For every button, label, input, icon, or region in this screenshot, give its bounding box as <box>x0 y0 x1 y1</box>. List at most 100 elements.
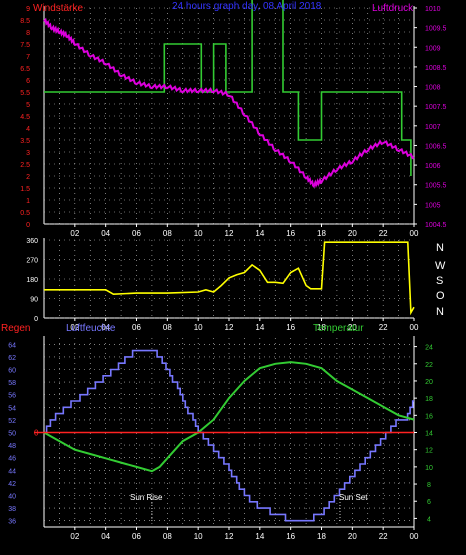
dir-label-w: W <box>435 260 446 272</box>
pressure-tick-label: 1005 <box>425 202 441 209</box>
x-tick-label-top: 10 <box>194 229 203 238</box>
temperature-tick-label: 4 <box>427 516 431 523</box>
x-tick-label-mid: 18 <box>317 323 326 332</box>
humidity-tick-label: 38 <box>8 506 16 513</box>
wind-tick-label: 5.5 <box>20 90 30 97</box>
pressure-series-line <box>43 17 415 189</box>
temperature-tick-label: 20 <box>425 379 433 386</box>
wind-tick-label: 2 <box>26 174 30 181</box>
x-tick-label-mid: 08 <box>163 323 172 332</box>
humidity-series-line <box>44 349 414 522</box>
temperature-tick-label: 12 <box>425 448 433 455</box>
x-tick-label-top: 12 <box>225 229 234 238</box>
pressure-tick-label: 1007 <box>425 124 441 131</box>
wind-tick-label: 6 <box>26 78 30 85</box>
pressure-tick-label: 1008.5 <box>425 65 447 72</box>
pressure-tick-label: 1006 <box>425 163 441 170</box>
dir-label-s: S <box>436 275 443 287</box>
x-tick-label-bot: 10 <box>194 532 203 541</box>
wind-tick-label: 4 <box>26 126 30 133</box>
humidity-tick-label: 42 <box>8 481 16 488</box>
humidity-axis-title: Luftfeuchte <box>66 323 116 334</box>
temperature-tick-label: 18 <box>425 396 433 403</box>
x-tick-label-mid: 06 <box>132 323 141 332</box>
humidity-tick-label: 50 <box>8 431 16 438</box>
temperature-tick-label: 8 <box>427 482 431 489</box>
humidity-tick-label: 36 <box>8 519 16 526</box>
x-tick-label-bot: 20 <box>348 532 357 541</box>
x-tick-label-top: 04 <box>101 229 110 238</box>
wind-series-line <box>44 0 412 176</box>
wind-tick-label: 8 <box>26 30 30 37</box>
x-tick-label-bot: 18 <box>317 532 326 541</box>
humidity-tick-label: 46 <box>8 456 16 463</box>
temperature-tick-label: 16 <box>425 413 433 420</box>
wind-tick-label: 8.5 <box>20 18 30 25</box>
x-tick-label-top: 00 <box>410 229 419 238</box>
humidity-tick-label: 58 <box>8 380 16 387</box>
x-tick-label-top: 06 <box>132 229 141 238</box>
x-tick-label-mid: 00 <box>410 323 419 332</box>
x-tick-label-top: 18 <box>317 229 326 238</box>
chart-title: 24 hours graph day, 08 April 2018 <box>172 1 322 12</box>
x-tick-label-top: 14 <box>255 229 264 238</box>
wind-tick-label: 0 <box>26 222 30 229</box>
sunrise-label: Sun Rise <box>130 493 163 502</box>
sunset-label: Sun Set <box>339 493 368 502</box>
pressure-tick-label: 1009 <box>425 45 441 52</box>
wind-tick-label: 3.5 <box>20 138 30 145</box>
x-tick-label-bot: 06 <box>132 532 141 541</box>
x-tick-label-bot: 08 <box>163 532 172 541</box>
humidity-tick-label: 62 <box>8 355 16 362</box>
x-tick-label-bot: 22 <box>379 532 388 541</box>
dir-label-o: O <box>436 290 445 302</box>
wind-tick-label: 2.5 <box>20 162 30 169</box>
x-tick-label-bot: 14 <box>255 532 264 541</box>
wind-tick-label: 1 <box>26 198 30 205</box>
x-tick-label-mid: 22 <box>379 323 388 332</box>
x-tick-label-mid: 16 <box>286 323 295 332</box>
direction-tick-label: 90 <box>30 297 38 304</box>
x-tick-label-bot: 16 <box>286 532 295 541</box>
humidity-tick-label: 54 <box>8 405 16 412</box>
pressure-tick-label: 1008 <box>425 85 441 92</box>
temperature-series-line <box>43 361 415 473</box>
pressure-tick-label: 1004.5 <box>425 222 447 229</box>
wind-axis-title: Windstärke <box>33 3 83 14</box>
x-tick-label-mid: 12 <box>225 323 234 332</box>
humidity-tick-label: 56 <box>8 393 16 400</box>
x-tick-label-mid: 20 <box>348 323 357 332</box>
direction-tick-label: 180 <box>26 277 38 284</box>
wind-tick-label: 7.5 <box>20 42 30 49</box>
x-tick-label-mid: 04 <box>101 323 110 332</box>
x-tick-label-mid: 14 <box>255 323 264 332</box>
pressure-tick-label: 1007.5 <box>425 104 447 111</box>
x-tick-label-top: 20 <box>348 229 357 238</box>
wind-tick-label: 7 <box>26 54 30 61</box>
wind-tick-label: 9 <box>26 6 30 13</box>
direction-tick-label: 360 <box>26 238 38 245</box>
pressure-tick-label: 1009.5 <box>425 26 447 33</box>
direction-series-line <box>44 241 415 316</box>
wind-tick-label: 6.5 <box>20 66 30 73</box>
wind-tick-label: 1.5 <box>20 186 30 193</box>
direction-tick-label: 270 <box>26 258 38 265</box>
pressure-tick-label: 1006.5 <box>425 143 447 150</box>
x-tick-label-bot: 00 <box>410 532 419 541</box>
x-tick-label-top: 02 <box>70 229 79 238</box>
x-tick-label-bot: 04 <box>101 532 110 541</box>
temperature-tick-label: 6 <box>427 499 431 506</box>
direction-tick-label: 0 <box>34 316 38 323</box>
pressure-tick-label: 1010 <box>425 6 441 13</box>
x-tick-label-mid: 10 <box>194 323 203 332</box>
wind-tick-label: 0.5 <box>20 210 30 217</box>
temperature-axis-title: Temperatur <box>313 323 364 334</box>
rain-axis-title: Regen <box>1 323 30 334</box>
wind-tick-label: 4.5 <box>20 114 30 121</box>
humidity-tick-label: 40 <box>8 494 16 501</box>
temperature-tick-label: 24 <box>425 345 433 352</box>
pressure-tick-label: 1005.5 <box>425 183 447 190</box>
humidity-tick-label: 44 <box>8 468 16 475</box>
wind-tick-label: 5 <box>26 102 30 109</box>
